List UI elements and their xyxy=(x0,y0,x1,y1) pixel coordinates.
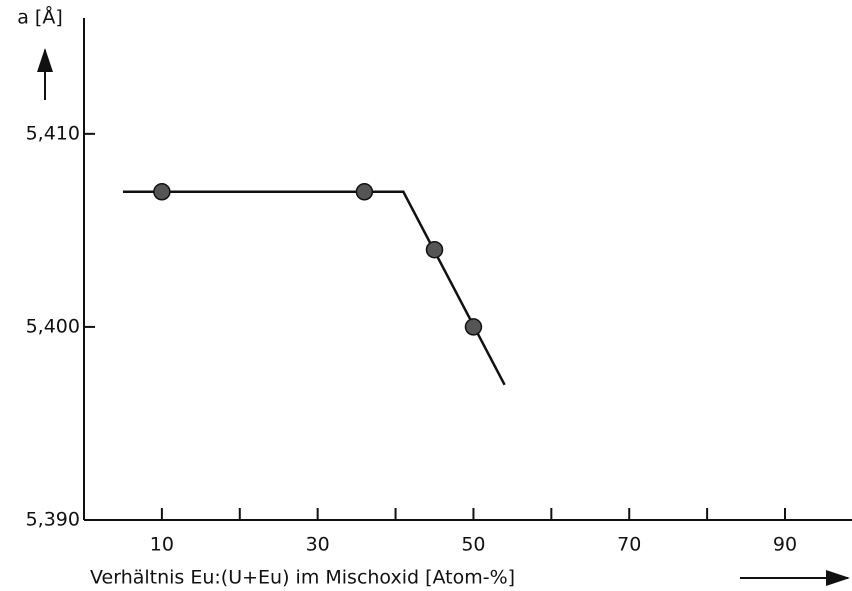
y-tick-label: 5,390 xyxy=(26,509,80,531)
y-tick-label: 5,400 xyxy=(26,315,80,337)
x-tick-label: 50 xyxy=(461,534,485,556)
data-point xyxy=(425,240,444,259)
y-axis-label: a [Å] xyxy=(17,6,63,29)
data-point xyxy=(355,183,374,201)
y-tick-label: 5,410 xyxy=(26,122,80,144)
data-point xyxy=(464,318,483,336)
x-tick-label: 90 xyxy=(773,534,797,556)
x-tick-label: 70 xyxy=(617,534,641,556)
x-tick-label: 30 xyxy=(306,534,330,556)
trend-line xyxy=(122,190,506,386)
x-tick-label: 10 xyxy=(150,534,174,556)
x-axis-label: Verhältnis Eu:(U+Eu) im Mischoxid [Atom-… xyxy=(90,567,515,589)
data-point xyxy=(153,183,171,201)
